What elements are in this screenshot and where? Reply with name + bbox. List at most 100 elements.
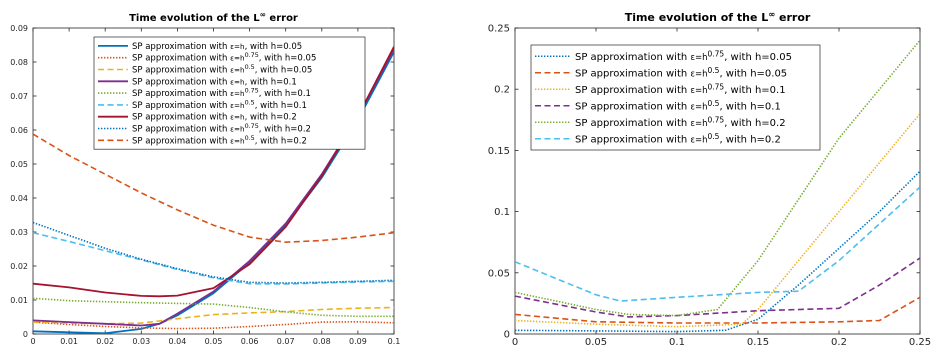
chart-title-text: Time evolution of the L (129, 13, 260, 24)
chart-title-suffix: error (775, 11, 811, 24)
legend-exponent: 0.75 (245, 122, 259, 130)
y-tick-label: 0.05 (488, 268, 510, 279)
legend-text: SP approximation with (575, 101, 690, 112)
legend-text: , with h=0.1 (255, 101, 307, 111)
legend-epsilon: ε=h (230, 65, 245, 74)
x-tick-label: 0 (512, 337, 518, 348)
y-tick-label: 0.01 (10, 296, 28, 305)
y-tick-label: 0.06 (10, 126, 28, 135)
legend-text: SP approximation with (132, 42, 230, 52)
series-line-2 (33, 320, 394, 330)
x-tick-label: 0.04 (168, 337, 186, 346)
legend-epsilon: ε=h (690, 86, 707, 96)
y-tick-label: 0.03 (10, 228, 28, 237)
x-tick-label: 0.08 (313, 337, 331, 346)
legend-exponent: 0.75 (245, 51, 259, 59)
legend-exponent: 0.5 (708, 132, 720, 141)
series-line-4 (515, 257, 920, 318)
legend-text: , with h=0.1 (724, 85, 785, 96)
series-line-6 (515, 186, 920, 302)
legend-text: SP approximation with (575, 134, 690, 145)
legend-entry: SP approximation with ε=h, with h=0.1 (132, 77, 297, 87)
legend-epsilon: ε=h (230, 136, 245, 145)
legend-text: SP approximation with (575, 118, 690, 129)
series-line-8 (33, 221, 394, 284)
chart-title: Time evolution of the L∞ error (625, 9, 811, 24)
x-tick-label: 0.01 (60, 337, 78, 346)
legend-exponent: 0.75 (708, 82, 725, 91)
legend-entry: SP approximation with ε=h0.5, with h=0.0… (132, 63, 312, 76)
y-tick-label: 0 (23, 330, 28, 339)
legend-epsilon: ε=h (690, 135, 707, 145)
legend-text: SP approximation with (132, 136, 230, 146)
legend-epsilon: ε=h (230, 42, 245, 51)
legend-box (530, 44, 821, 151)
legend-exponent: 0.5 (708, 66, 720, 75)
legend-text: , with h=0.2 (724, 118, 785, 129)
legend-entry: SP approximation with ε=h0.5, with h=0.2 (132, 134, 307, 147)
legend-entry: SP approximation with ε=h0.75, with h=0.… (575, 82, 786, 96)
legend-epsilon: ε=h (690, 69, 707, 79)
y-tick-label: 0.07 (10, 92, 28, 101)
chart-right: Time evolution of the L∞ error 0 0.05 0.1 0.… (488, 9, 931, 348)
y-tick-label: 0.04 (10, 194, 28, 203)
legend-text: SP approximation with (132, 124, 230, 134)
legend-exponent: 0.5 (245, 63, 255, 71)
legend: SP approximation with ε=h0.75, with h=0.… (530, 44, 821, 151)
chart-left: Time evolution of the L∞ error 0 0.01 0.02 0… (10, 10, 400, 346)
legend-entry: SP approximation with ε=h0.5, with h=0.1 (575, 99, 781, 113)
x-tick-label: 0.25 (909, 337, 931, 348)
legend-text: , with h=0.05 (259, 54, 317, 64)
series-line-2 (515, 296, 920, 324)
y-tick-label: 0.2 (494, 85, 510, 96)
legend-text: SP approximation with (132, 101, 230, 111)
legend-text: SP approximation with (132, 54, 230, 64)
legend-text: SP approximation with (575, 68, 690, 79)
series-line-3 (515, 113, 920, 328)
legend-entry: SP approximation with ε=h0.5, with h=0.0… (575, 66, 787, 80)
legend-text: SP approximation with (132, 113, 230, 123)
legend-text: , with h=0.1 (719, 101, 780, 112)
legend-epsilon: ε=h (230, 89, 245, 98)
legend-epsilon: ε=h (230, 54, 245, 63)
legend-text: SP approximation with (132, 65, 230, 75)
legend-text: , with h=0.2 (719, 134, 780, 145)
x-tick-label: 0.05 (585, 337, 607, 348)
legend-exponent: 0.5 (245, 98, 255, 106)
legend-exponent: 0.75 (708, 49, 725, 58)
legend-epsilon: ε=h (230, 101, 245, 110)
legend-entry: SP approximation with ε=h0.75, with h=0.… (575, 115, 786, 129)
series-line-1 (515, 170, 920, 333)
legend-entry: SP approximation with ε=h0.75, with h=0.… (132, 51, 316, 64)
x-tick-label: 0.09 (349, 337, 367, 346)
legend-entry: SP approximation with ε=h0.5, with h=0.2 (575, 132, 781, 146)
legend-entry: SP approximation with ε=h0.75, with h=0.… (132, 87, 311, 100)
y-tick-label: 0.25 (488, 24, 510, 35)
legend-exponent: 0.5 (708, 99, 720, 108)
legend-entry: SP approximation with ε=h, with h=0.2 (132, 113, 297, 123)
x-tick-label: 0.02 (96, 337, 114, 346)
y-tick-label: 0.05 (10, 160, 28, 169)
y-tick-label: 0.08 (10, 58, 28, 67)
legend-text: , with h=0.1 (259, 89, 311, 99)
legend-text: , with h=0.05 (245, 42, 303, 52)
y-tick-label: 0.15 (488, 146, 510, 157)
x-tick-label: 0.06 (241, 337, 259, 346)
legend-text: , with h=0.2 (259, 124, 311, 134)
legend-text: , with h=0.2 (255, 136, 307, 146)
legend-text: , with h=0.2 (245, 113, 297, 123)
x-tick-label: 0.1 (388, 337, 401, 346)
y-tick-label: 0.09 (10, 24, 28, 33)
x-tick-label: 0.15 (747, 337, 769, 348)
legend-entry: SP approximation with ε=h0.75, with h=0.… (132, 122, 311, 135)
legend-exponent: 0.75 (245, 87, 259, 95)
legend-text: , with h=0.05 (719, 68, 787, 79)
x-tick-label: 0.03 (132, 337, 150, 346)
legend-text: SP approximation with (575, 52, 690, 63)
legend-box (93, 36, 366, 150)
x-tick-label: 0.1 (669, 337, 685, 348)
legend-text: SP approximation with (132, 89, 230, 99)
legend-epsilon: ε=h (230, 124, 245, 133)
legend-entry: SP approximation with ε=h0.5, with h=0.1 (132, 98, 307, 111)
